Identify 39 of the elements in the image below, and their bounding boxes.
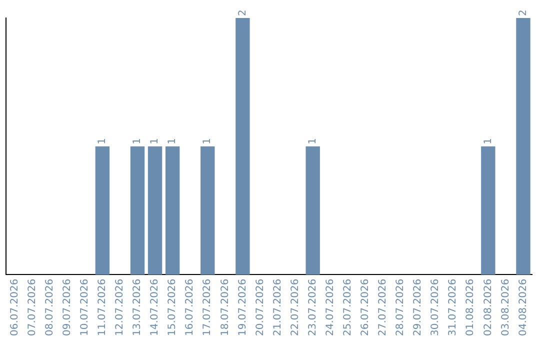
x-tick-label: 01.08.2026: [465, 278, 476, 336]
x-tick-label: 08.07.2026: [44, 278, 56, 336]
x-tick-label: 11.07.2026: [97, 278, 108, 336]
x-tick-label: 24.07.2026: [324, 278, 336, 336]
data-label: 1: [167, 138, 178, 144]
x-tick-label: 07.07.2026: [26, 278, 38, 336]
data-label: 1: [307, 138, 318, 144]
x-tick-label: 18.07.2026: [220, 278, 231, 336]
x-tick-label: 25.07.2026: [342, 278, 354, 336]
x-tick-label: 02.08.2026: [482, 278, 494, 336]
x-tick-label: 21.07.2026: [272, 278, 284, 336]
data-label: 1: [482, 138, 494, 144]
x-tick-label: 12.07.2026: [114, 278, 126, 336]
x-tick-label: 23.07.2026: [307, 278, 318, 336]
x-tick-label: 30.07.2026: [430, 278, 442, 336]
data-label: 2: [518, 10, 529, 16]
x-tick-label: 14.07.2026: [150, 278, 161, 336]
x-tick-label: 03.08.2026: [500, 278, 512, 336]
data-label: 1: [150, 138, 161, 144]
x-tick-label: 20.07.2026: [254, 278, 266, 336]
data-label: 2: [237, 10, 248, 16]
x-tick-label: 06.07.2026: [9, 278, 20, 336]
x-tick-label: 13.07.2026: [132, 278, 144, 336]
x-tick-label: 09.07.2026: [62, 278, 73, 336]
data-label: 1: [202, 138, 214, 144]
x-tick-label: 10.07.2026: [79, 278, 90, 336]
data-label: 1: [97, 138, 108, 144]
x-tick-label: 26.07.2026: [360, 278, 372, 336]
x-tick-label: 28.07.2026: [395, 278, 406, 336]
x-tick-label: 16.07.2026: [184, 278, 196, 336]
x-tick-label: 17.07.2026: [202, 278, 214, 336]
x-tick-label: 04.08.2026: [518, 278, 529, 336]
x-tick-label: 22.07.2026: [290, 278, 301, 336]
x-tick-label: 29.07.2026: [412, 278, 424, 336]
data-label: 1: [132, 138, 144, 144]
x-tick-label: 19.07.2026: [237, 278, 248, 336]
x-tick-label: 27.07.2026: [378, 278, 389, 336]
x-tick-label: 15.07.2026: [167, 278, 178, 336]
x-tick-label: 31.07.2026: [448, 278, 459, 336]
